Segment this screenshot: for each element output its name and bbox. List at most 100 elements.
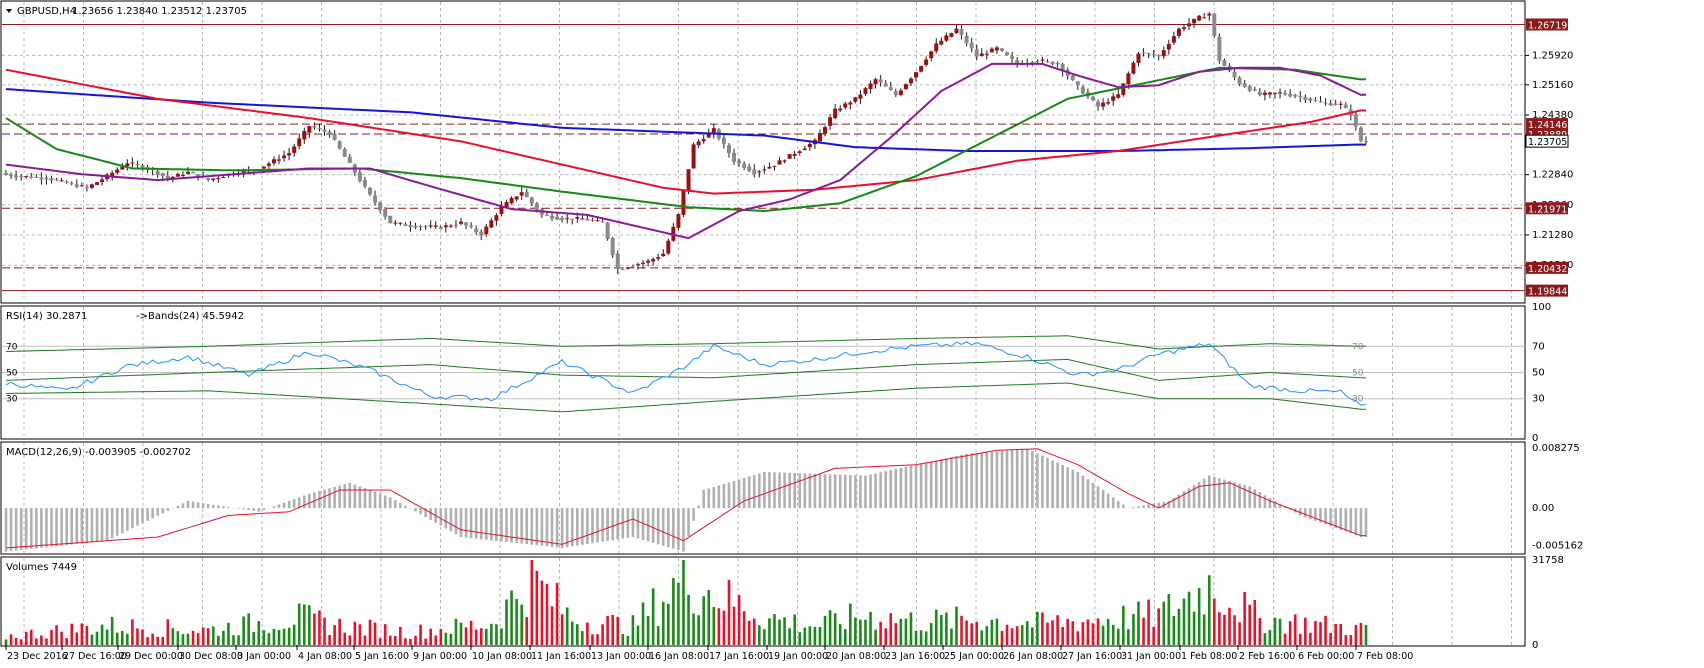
candle-body[interactable] <box>408 224 413 228</box>
candle-body[interactable] <box>737 160 742 164</box>
candle-body[interactable] <box>848 102 853 105</box>
candle-body[interactable] <box>9 175 14 177</box>
candle-body[interactable] <box>393 222 398 224</box>
candle-body[interactable] <box>292 146 297 153</box>
candle-body[interactable] <box>711 128 716 134</box>
candle-body[interactable] <box>287 153 292 156</box>
candle-body[interactable] <box>681 190 686 215</box>
candle-body[interactable] <box>787 154 792 159</box>
candle-body[interactable] <box>1181 27 1186 30</box>
candle-body[interactable] <box>777 160 782 165</box>
candle-body[interactable] <box>261 166 266 169</box>
volume-plot[interactable] <box>4 560 1368 645</box>
candle-body[interactable] <box>605 222 610 240</box>
candle-body[interactable] <box>646 260 651 263</box>
candle-body[interactable] <box>1313 99 1318 101</box>
candle-body[interactable] <box>49 178 54 181</box>
candle-body[interactable] <box>297 138 302 147</box>
candle-body[interactable] <box>939 40 944 45</box>
candle-body[interactable] <box>1288 93 1293 97</box>
candle-body[interactable] <box>974 49 979 57</box>
candle-body[interactable] <box>115 169 120 173</box>
candle-body[interactable] <box>1212 13 1217 36</box>
candle-body[interactable] <box>428 225 433 227</box>
candle-body[interactable] <box>342 149 347 157</box>
candle-body[interactable] <box>1272 92 1277 94</box>
candle-body[interactable] <box>1318 101 1323 103</box>
candle-body[interactable] <box>843 103 848 108</box>
candle-body[interactable] <box>1237 77 1242 85</box>
candle-body[interactable] <box>999 48 1004 51</box>
candle-body[interactable] <box>196 174 201 178</box>
candle-body[interactable] <box>378 202 383 211</box>
candle-body[interactable] <box>514 196 519 200</box>
candle-body[interactable] <box>241 170 246 173</box>
candle-body[interactable] <box>630 266 635 268</box>
candle-body[interactable] <box>1328 103 1333 106</box>
candle-body[interactable] <box>14 175 19 178</box>
candle-body[interactable] <box>929 51 934 59</box>
candle-body[interactable] <box>368 187 373 195</box>
candle-body[interactable] <box>135 164 140 166</box>
candle-body[interactable] <box>110 172 115 177</box>
candle-body[interactable] <box>1192 18 1197 24</box>
candle-body[interactable] <box>206 178 211 181</box>
candle-body[interactable] <box>888 87 893 91</box>
candle-body[interactable] <box>666 240 671 254</box>
candle-body[interactable] <box>180 174 185 176</box>
candle-body[interactable] <box>448 225 453 227</box>
candle-body[interactable] <box>125 163 130 167</box>
candle-body[interactable] <box>464 222 469 226</box>
candle-body[interactable] <box>620 269 625 271</box>
candle-body[interactable] <box>459 221 464 224</box>
candle-body[interactable] <box>1161 50 1166 57</box>
candle-body[interactable] <box>1131 62 1136 74</box>
candle-body[interactable] <box>59 180 64 182</box>
candle-body[interactable] <box>969 42 974 49</box>
candle-body[interactable] <box>732 152 737 162</box>
candle-body[interactable] <box>1116 94 1121 98</box>
candle-body[interactable] <box>828 117 833 126</box>
candle-body[interactable] <box>585 218 590 221</box>
candle-body[interactable] <box>19 175 24 177</box>
candle-body[interactable] <box>160 173 165 176</box>
candle-body[interactable] <box>1343 104 1348 109</box>
candle-body[interactable] <box>1096 101 1101 107</box>
candle-body[interactable] <box>388 215 393 224</box>
candle-body[interactable] <box>1267 92 1272 95</box>
candle-body[interactable] <box>726 145 731 154</box>
symbol-dropdown-icon[interactable] <box>6 9 12 13</box>
candle-body[interactable] <box>797 151 802 153</box>
candle-body[interactable] <box>595 220 600 222</box>
candle-body[interactable] <box>1187 23 1192 27</box>
price-plot[interactable] <box>2 12 1525 292</box>
candle-body[interactable] <box>191 172 196 174</box>
candle-body[interactable] <box>337 141 342 149</box>
candle-body[interactable] <box>903 84 908 90</box>
candle-body[interactable] <box>1202 17 1207 19</box>
candle-body[interactable] <box>873 79 878 85</box>
candle-body[interactable] <box>691 144 696 169</box>
candle-body[interactable] <box>489 220 494 228</box>
candle-body[interactable] <box>1045 61 1050 63</box>
candle-body[interactable] <box>312 125 317 128</box>
candle-body[interactable] <box>1005 52 1010 56</box>
candle-body[interactable] <box>610 238 615 256</box>
candle-body[interactable] <box>757 171 762 173</box>
candle-body[interactable] <box>1207 13 1212 16</box>
candle-body[interactable] <box>453 224 458 226</box>
candle-body[interactable] <box>74 184 79 187</box>
candle-body[interactable] <box>332 133 337 140</box>
candle-body[interactable] <box>1338 103 1343 105</box>
candle-body[interactable] <box>1141 52 1146 54</box>
candle-body[interactable] <box>919 66 924 72</box>
candle-body[interactable] <box>216 178 221 180</box>
candle-body[interactable] <box>550 215 555 219</box>
candle-body[interactable] <box>1070 75 1075 81</box>
candle-body[interactable] <box>474 228 479 232</box>
candle-body[interactable] <box>878 79 883 83</box>
candle-body[interactable] <box>1252 89 1257 91</box>
candle-body[interactable] <box>954 28 959 33</box>
candle-body[interactable] <box>656 257 661 259</box>
candle-body[interactable] <box>914 72 919 78</box>
